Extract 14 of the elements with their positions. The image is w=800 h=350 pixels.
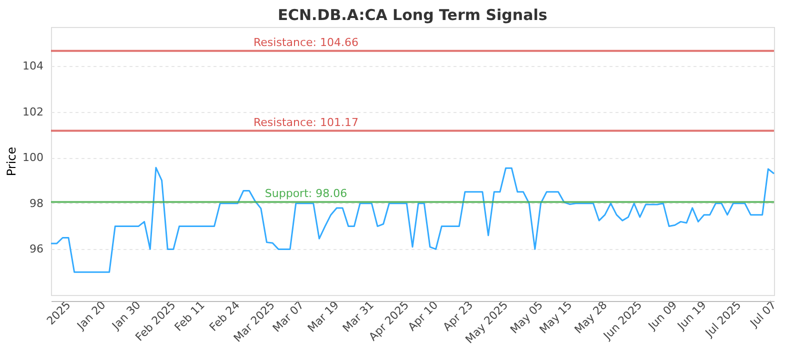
ref-line-label: Resistance: 104.66	[254, 36, 358, 49]
x-tick-label: Jul 07	[747, 298, 779, 330]
y-tick-label: 98	[30, 196, 44, 210]
ref-line-label: Resistance: 101.17	[254, 116, 358, 129]
y-tick-label: 100	[22, 151, 44, 164]
y-tick-label: 102	[22, 105, 44, 118]
x-tick-label: Jan 20	[74, 298, 108, 333]
y-tick-label: 96	[30, 242, 44, 256]
ref-line-label: Support: 98.06	[264, 187, 348, 200]
chart-title: ECN.DB.A:CA Long Term Signals	[278, 6, 548, 24]
line-series	[50, 166, 775, 273]
x-tick-label: Mar 19	[305, 298, 342, 335]
y-axis-title: Price	[4, 146, 19, 176]
y-tick-label: 104	[22, 59, 44, 72]
